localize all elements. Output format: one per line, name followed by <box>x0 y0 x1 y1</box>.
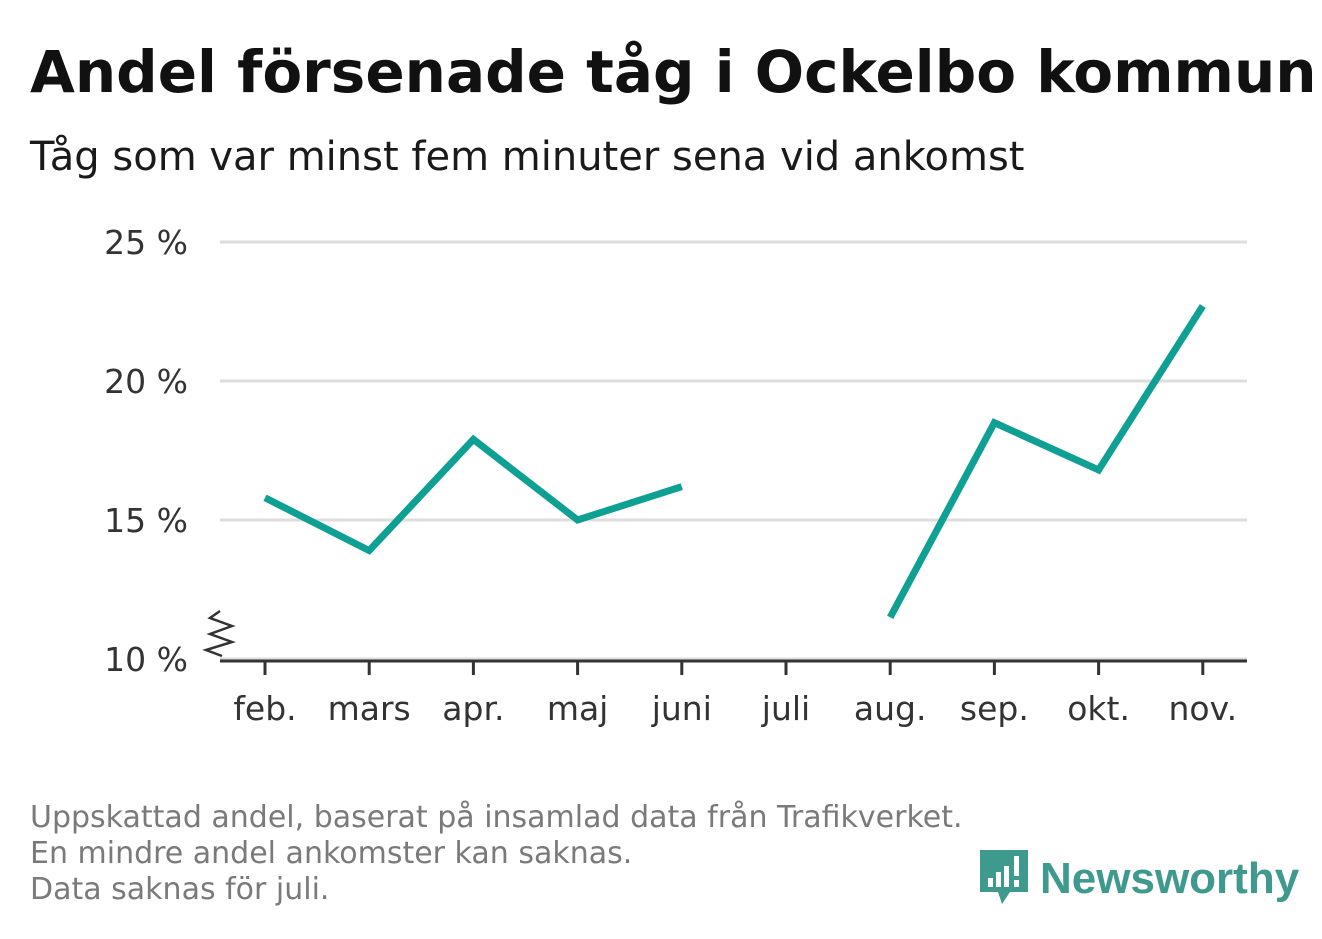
x-tick-label: juni <box>651 689 712 728</box>
chart-title: Andel försenade tåg i Ockelbo kommun <box>30 38 1317 106</box>
x-tick-label: mars <box>328 689 411 728</box>
series-lines <box>263 304 1206 619</box>
x-tick-label: maj <box>547 689 609 728</box>
x-axis <box>202 609 1247 663</box>
x-tick-label: feb. <box>233 689 296 728</box>
x-tick-label: nov. <box>1169 689 1238 728</box>
newsworthy-logo: Newsworthy <box>980 850 1299 908</box>
newsworthy-logo-text: Newsworthy <box>1040 854 1300 903</box>
y-tick-label: 20 % <box>104 362 188 401</box>
y-tick-label: 15 % <box>104 501 188 540</box>
footnote: Uppskattad andel, baserat på insamlad da… <box>30 800 970 908</box>
axis-break-icon <box>202 609 236 658</box>
y-tick-label: 25 % <box>104 223 188 262</box>
footnote-missing-data: Data saknas för juli. <box>30 872 330 907</box>
y-axis-ticks: 10 % 15 % 20 % 25 % <box>104 223 188 679</box>
chart-subtitle: Tåg som var minst fem minuter sena vid a… <box>30 134 1025 180</box>
y-tick-label: 10 % <box>104 640 188 679</box>
line-chart: 10 % 15 % 20 % 25 % feb. mars apr. maj juni juli… <box>104 223 1247 728</box>
series-line-segment <box>263 434 683 555</box>
x-tick-label: juli <box>761 689 810 728</box>
x-tick-label: aug. <box>854 689 927 728</box>
x-tick-label: okt. <box>1067 689 1130 728</box>
x-tick-label: apr. <box>442 689 504 728</box>
grid-lines <box>220 240 1247 661</box>
footnote-source: Uppskattad andel, baserat på insamlad da… <box>30 800 963 871</box>
x-axis-ticks: feb. mars apr. maj juni juli aug. sep. okt. nov. <box>233 661 1237 728</box>
newsworthy-logo-icon <box>980 850 1028 904</box>
x-tick-label: sep. <box>960 689 1029 728</box>
series-line-segment <box>887 304 1206 619</box>
